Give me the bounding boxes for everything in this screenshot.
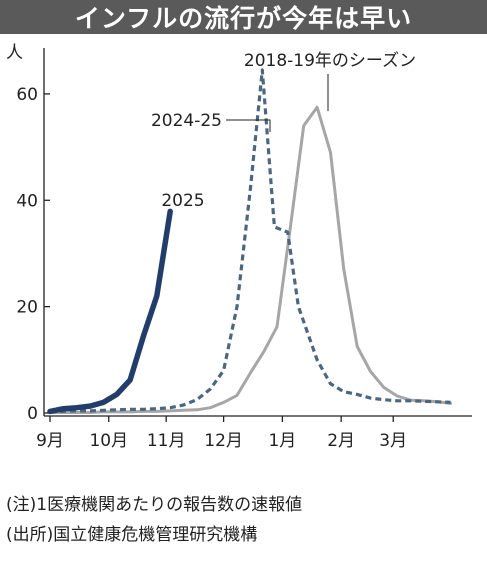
x-tick-label: 1月: [268, 431, 296, 451]
leader-2024-25: [226, 119, 271, 132]
series-line-2: [47, 208, 173, 415]
series-line-1: [49, 68, 451, 414]
chart-title: インフルの流行が今年は早い: [74, 4, 413, 33]
y-tick-label: 0: [27, 404, 38, 424]
note-line-2: (出所)国立健康危機管理研究機構: [6, 525, 258, 545]
y-tick-label: 40: [16, 191, 38, 211]
x-tick-label: 9月: [36, 431, 64, 451]
x-tick-label: 10月: [89, 431, 128, 451]
series-line-0: [48, 105, 453, 414]
series-label-2025: 2025: [161, 191, 204, 211]
y-unit-label: 人: [6, 43, 23, 63]
y-tick-label: 20: [16, 298, 38, 318]
y-tick-label: 60: [16, 85, 38, 105]
flu-trend-chart: 人 0 20 40 60 9月 10月 11月 12月 1月 2月 3月 2018-19年のシーズン 20…: [6, 43, 472, 451]
chart-notes: (注)1医療機関あたりの報告数の速報値 (出所)国立健康危機管理研究機構: [6, 490, 302, 550]
series-label-2018-19: 2018-19年のシーズン: [244, 51, 416, 71]
x-tick-label: 3月: [379, 431, 407, 451]
x-tick-label: 12月: [204, 431, 243, 451]
series-label-2024-25: 2024-25: [151, 111, 222, 131]
chart-title-bar: インフルの流行が今年は早い: [0, 0, 487, 34]
note-line-1: (注)1医療機関あたりの報告数の速報値: [6, 495, 303, 515]
x-tick-label: 11月: [147, 431, 186, 451]
x-tick-label: 2月: [327, 431, 355, 451]
